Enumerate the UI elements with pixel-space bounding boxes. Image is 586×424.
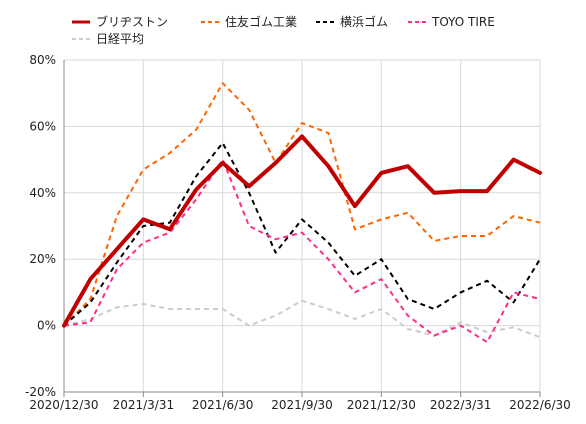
y-tick-label: 20% [29,252,56,266]
y-tick-label: -20% [25,385,56,399]
legend-label-1: 住友ゴム工業 [225,14,297,29]
legend-label-0: ブリヂストン [96,14,168,29]
y-tick-label: 0% [37,319,56,333]
y-axis-ticks: -20% 0% 20% 40% 60% 80% [25,53,56,399]
x-tick-label: 2022/6/30 [509,398,571,412]
x-tick-label: 2020/12/30 [29,398,98,412]
series-line-2 [63,142,541,327]
series-line-3 [63,158,541,344]
x-axis-ticks: 2020/12/30 2021/3/31 2021/6/30 2021/9/30 202… [29,398,570,412]
x-tick-label: 2021/12/30 [347,398,416,412]
x-tick-label: 2022/3/31 [430,398,492,412]
series-line-0 [62,134,542,328]
chart-series [62,82,542,344]
chart-legend: ブリヂストン 住友ゴム工業 横浜ゴム TOYO TIRE 日経平均 [72,14,495,46]
y-tick-label: 80% [29,53,56,67]
y-tick-label: 60% [29,119,56,133]
legend-label-4: 日経平均 [96,32,144,46]
x-tick-label: 2021/9/30 [271,398,333,412]
y-tick-label: 40% [29,186,56,200]
x-tick-label: 2021/3/31 [113,398,175,412]
x-tick-label: 2021/6/30 [192,398,254,412]
legend-label-2: 横浜ゴム [340,14,388,29]
legend-label-3: TOYO TIRE [431,15,495,29]
series-line-1 [63,82,541,327]
